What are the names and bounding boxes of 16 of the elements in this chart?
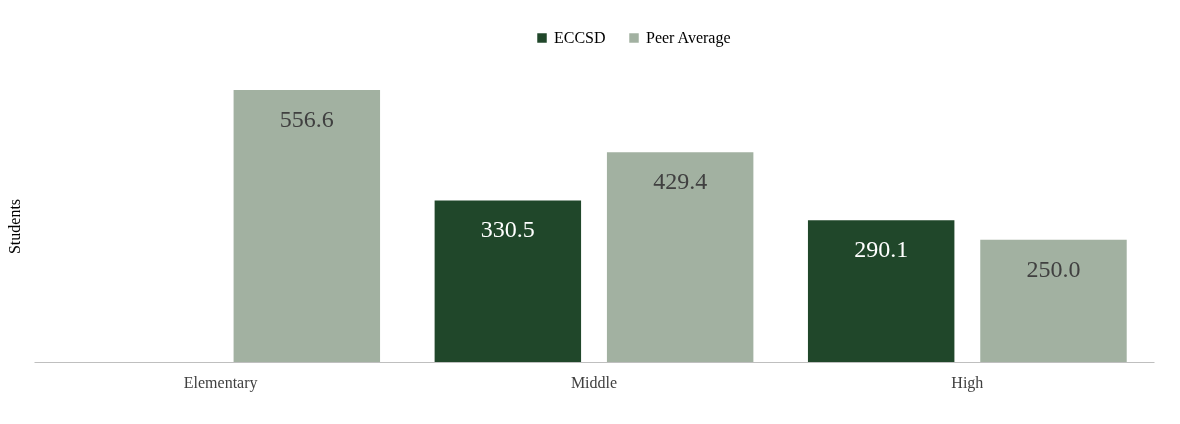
legend-label: ECCSD xyxy=(554,29,606,46)
bar xyxy=(606,152,754,362)
bar xyxy=(807,220,955,362)
data-label: 290.1 xyxy=(854,236,909,263)
x-tick-label: High xyxy=(951,373,984,392)
x-tick-label: Middle xyxy=(570,373,618,391)
data-label: 556.6 xyxy=(279,106,334,132)
bar xyxy=(980,239,1127,362)
y-axis-title: Students xyxy=(5,198,23,255)
legend-label: Peer Average xyxy=(646,29,731,47)
bar xyxy=(233,90,381,362)
data-label: 330.5 xyxy=(480,216,535,243)
data-label: 429.4 xyxy=(653,168,708,195)
x-tick-label: Elementary xyxy=(183,373,258,392)
bar xyxy=(434,200,582,362)
data-label: 250.0 xyxy=(1026,255,1081,282)
